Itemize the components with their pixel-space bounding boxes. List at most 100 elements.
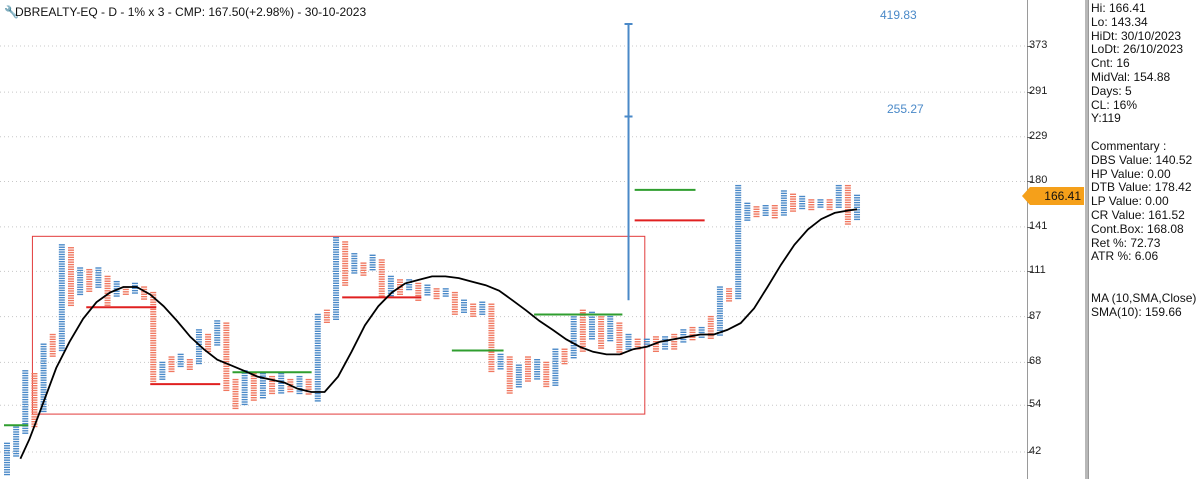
vertical-scrollbar[interactable] <box>1085 0 1088 479</box>
pnf-column-6 <box>58 244 65 352</box>
sma10-line <box>19 208 858 460</box>
pnf-column-20 <box>186 359 193 371</box>
pnf-column-90 <box>826 199 833 211</box>
pnf-column-28 <box>259 372 266 399</box>
pnf-column-50 <box>461 299 467 313</box>
info-line: HP Value: 0.00 <box>1091 166 1171 181</box>
pnf-column-30 <box>278 372 285 394</box>
pnf-column-80 <box>735 184 742 300</box>
info-line: CL: 16% <box>1091 97 1138 112</box>
pnf-column-37 <box>342 241 349 286</box>
pnf-column-49 <box>451 291 458 315</box>
info-line: DBS Value: 140.52 <box>1091 152 1193 167</box>
pnf-column-63 <box>579 309 586 352</box>
projection-mid-label: 255.27 <box>887 101 924 116</box>
chart-title-text: DBREALTY-EQ - D - 1% x 3 - CMP: 167.50(+… <box>15 5 367 19</box>
price-axis[interactable] <box>1027 0 1086 479</box>
info-line: SMA(10): 159.66 <box>1091 304 1182 319</box>
info-line: MidVal: 154.88 <box>1091 69 1171 84</box>
pnf-column-87 <box>799 195 806 210</box>
pnf-column-81 <box>744 202 751 221</box>
pnf-column-65 <box>598 313 605 349</box>
pnf-column-89 <box>817 199 824 208</box>
pnf-column-85 <box>780 190 787 216</box>
info-line: Commentary : <box>1091 138 1167 153</box>
pnf-column-17 <box>159 361 166 380</box>
pnf-column-56 <box>515 364 522 388</box>
info-line: Y:119 <box>1091 111 1121 126</box>
pnf-column-8 <box>77 267 84 296</box>
pnf-column-27 <box>250 372 257 401</box>
pnf-column-86 <box>790 193 797 212</box>
pnf-column-46 <box>424 284 431 296</box>
info-line: ATR %: 6.06 <box>1091 249 1159 264</box>
pnf-column-64 <box>588 311 595 340</box>
pnf-column-39 <box>360 262 367 276</box>
pnf-column-9 <box>86 268 93 292</box>
pnf-column-62 <box>570 313 577 359</box>
pnf-column-83 <box>762 204 769 216</box>
pnf-column-57 <box>524 356 531 382</box>
chart-plot-area[interactable] <box>0 0 1027 479</box>
info-line: Hi: 166.41 <box>1091 1 1146 15</box>
pnf-column-52 <box>479 301 486 315</box>
pnf-column-79 <box>726 288 733 302</box>
pnf-column-59 <box>543 361 550 388</box>
current-price-tag: 166.41 <box>1022 187 1084 206</box>
pnf-column-78 <box>716 286 723 336</box>
pnf-column-73 <box>671 333 678 350</box>
info-line: DTB Value: 178.42 <box>1091 180 1192 195</box>
pnf-column-42 <box>387 275 394 297</box>
pnf-column-35 <box>323 309 330 324</box>
pnf-column-91 <box>835 184 842 208</box>
pnf-column-54 <box>497 353 504 370</box>
pnf-column-14 <box>131 282 138 294</box>
pnf-column-11 <box>104 275 111 306</box>
pnf-column-41 <box>378 259 385 297</box>
pnf-column-77 <box>707 315 714 339</box>
pnf-column-76 <box>698 326 705 338</box>
pnf-column-84 <box>771 204 778 219</box>
pnf-column-1 <box>13 426 20 457</box>
pnf-column-75 <box>689 326 696 341</box>
info-line: LoDt: 26/10/2023 <box>1091 42 1184 57</box>
pnf-column-43 <box>397 279 404 295</box>
pnf-column-40 <box>369 254 376 271</box>
pnf-column-55 <box>506 356 513 394</box>
pnf-column-19 <box>177 353 184 368</box>
info-line: Cnt: 16 <box>1091 56 1130 71</box>
pnf-column-32 <box>296 375 303 395</box>
info-line: Ret %: 72.73 <box>1091 235 1161 250</box>
pnf-column-47 <box>433 288 440 300</box>
wrench-icon[interactable]: 🔧 <box>4 5 19 19</box>
pnf-column-2 <box>22 370 29 434</box>
pnf-column-5 <box>49 333 56 357</box>
info-line: MA (10,SMA,Close) <box>1091 290 1197 305</box>
info-line: CR Value: 161.52 <box>1091 207 1185 222</box>
pnf-column-58 <box>534 359 541 380</box>
pnf-column-23 <box>214 320 221 346</box>
pnf-column-48 <box>442 288 449 297</box>
pnf-column-25 <box>232 378 239 410</box>
info-line: Cont.Box: 168.08 <box>1091 221 1184 236</box>
pnf-column-7 <box>67 247 74 307</box>
pnf-column-15 <box>141 286 148 300</box>
pnf-column-13 <box>122 286 129 295</box>
pnf-column-68 <box>625 333 632 350</box>
info-line <box>1089 278 1200 292</box>
pnf-column-16 <box>150 291 157 383</box>
pnf-column-34 <box>314 313 321 402</box>
pnf-chart <box>0 23 1027 476</box>
chart-title: 🔧DBREALTY-EQ - D - 1% x 3 - CMP: 167.50(… <box>4 5 366 19</box>
pnf-column-26 <box>241 370 248 406</box>
pnf-column-24 <box>223 322 230 392</box>
pnf-column-36 <box>333 237 340 321</box>
pnf-column-38 <box>351 253 358 274</box>
pnf-column-61 <box>561 348 568 365</box>
pnf-column-67 <box>616 322 623 356</box>
info-line: Lo: 143.34 <box>1091 14 1148 29</box>
pnf-column-66 <box>607 315 614 342</box>
pnf-column-0 <box>4 442 10 476</box>
info-line <box>1089 264 1200 278</box>
projection-high-label: 419.83 <box>880 8 917 22</box>
